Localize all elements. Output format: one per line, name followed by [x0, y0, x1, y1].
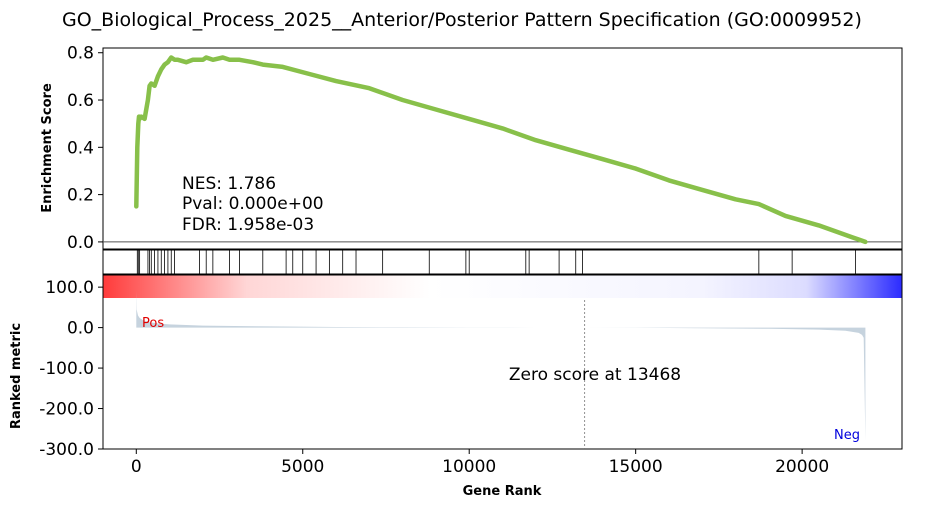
x-axis-label: Gene Rank: [463, 484, 542, 499]
nes-annotation: NES: 1.786: [182, 174, 276, 194]
es-y-axis-label: Enrichment Score: [40, 83, 55, 213]
pos-label: Pos: [142, 316, 164, 331]
metric-axes-frame: [102, 274, 903, 450]
x-tick-label: 20000: [775, 457, 829, 477]
ranked-metric-panel: Zero score at 13468 Pos Neg 100.0 0.0 -100…: [9, 274, 903, 499]
metric-y-tick-label: 100.0: [45, 278, 94, 298]
enrichment-score-panel: 0.0 0.2 0.4 0.6 0.8 NES: 1.786 Pval: 0.000e+…: [40, 44, 903, 253]
gene-hits-panel: [102, 249, 903, 275]
zero-score-label: Zero score at 13468: [509, 365, 681, 385]
es-y-tick-label: 0.0: [67, 233, 94, 253]
metric-y-tick-label: 0.0: [67, 319, 94, 339]
es-y-tick-label: 0.6: [67, 91, 94, 111]
metric-y-tick-label: -300.0: [39, 440, 94, 460]
es-y-tick-label: 0.2: [67, 186, 94, 206]
x-tick-label: 15000: [609, 457, 663, 477]
metric-y-tick-label: -100.0: [39, 359, 94, 379]
metric-y-tick-label: -200.0: [39, 400, 94, 420]
hits-axes-frame: [102, 249, 903, 275]
metric-y-axis-label: Ranked metric: [9, 323, 24, 429]
ranked-metric-area: [136, 291, 866, 441]
es-y-tick-label: 0.4: [67, 138, 94, 158]
x-tick-label: 0: [131, 457, 142, 477]
pval-annotation: Pval: 0.000e+00: [182, 194, 324, 214]
x-tick-label: 5000: [281, 457, 324, 477]
ranking-color-bar: [103, 275, 902, 298]
es-y-tick-label: 0.8: [67, 44, 94, 64]
es-axes-frame: [102, 47, 903, 250]
x-tick-label: 10000: [442, 457, 496, 477]
enrichment-score-line: [134, 55, 868, 245]
neg-label: Neg: [834, 428, 860, 443]
chart-title: GO_Biological_Process_2025__Anterior/Pos…: [62, 9, 862, 31]
fdr-annotation: FDR: 1.958e-03: [182, 215, 314, 235]
